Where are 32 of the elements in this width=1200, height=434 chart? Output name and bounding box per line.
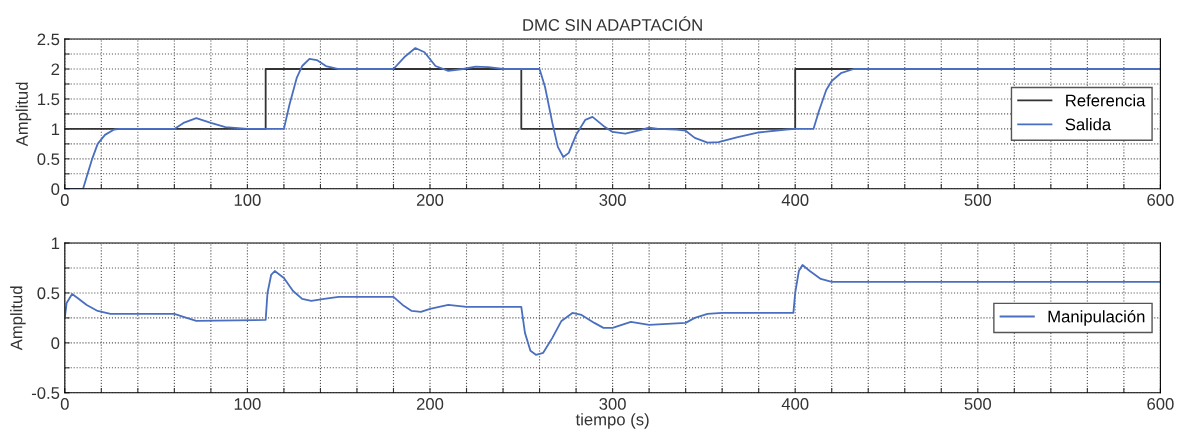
x-tick-label: 300	[599, 398, 626, 410]
x-tick-label: 300	[599, 194, 626, 206]
y-tick-label: 0	[51, 337, 60, 350]
legend-label: Referencia	[1066, 94, 1146, 107]
x-tick-label: 400	[781, 194, 809, 206]
x-tick-label: 600	[1147, 194, 1174, 206]
x-axis-title: tiempo (s)	[575, 413, 649, 429]
x-tick-label: 200	[416, 398, 444, 410]
y-tick-label: 1	[51, 237, 60, 250]
x-tick-label: 500	[964, 194, 992, 206]
legend-label: Salida	[1065, 118, 1112, 131]
y-tick-label: 2.5	[37, 33, 60, 46]
x-tick-label: 600	[1147, 398, 1174, 410]
x-tick-label: 400	[781, 398, 809, 410]
y-tick-label: 0	[51, 183, 60, 195]
chart-title: DMC SIN ADAPTACIÓN	[523, 16, 702, 31]
y-tick-label: 1	[51, 123, 60, 135]
x-tick-label: 0	[60, 194, 69, 206]
y-tick-label: -0.5	[31, 387, 60, 399]
y-tick-label: 2	[51, 63, 60, 76]
x-tick-label: 100	[234, 398, 261, 410]
line-series	[64, 264, 1161, 356]
legend-label: Manipulación	[1048, 310, 1145, 326]
x-tick-label: 500	[964, 398, 992, 410]
y-tick-label: 1.5	[38, 93, 60, 106]
x-tick-label: 0	[60, 398, 69, 410]
x-tick-label: 200	[416, 194, 444, 206]
y-tick-label: 0.5	[37, 153, 60, 166]
x-tick-label: 100	[234, 194, 261, 206]
y-axis-title: Amplitud	[15, 82, 32, 147]
y-axis-title: Amplitud	[10, 286, 26, 351]
y-tick-label: 0.5	[37, 287, 60, 300]
